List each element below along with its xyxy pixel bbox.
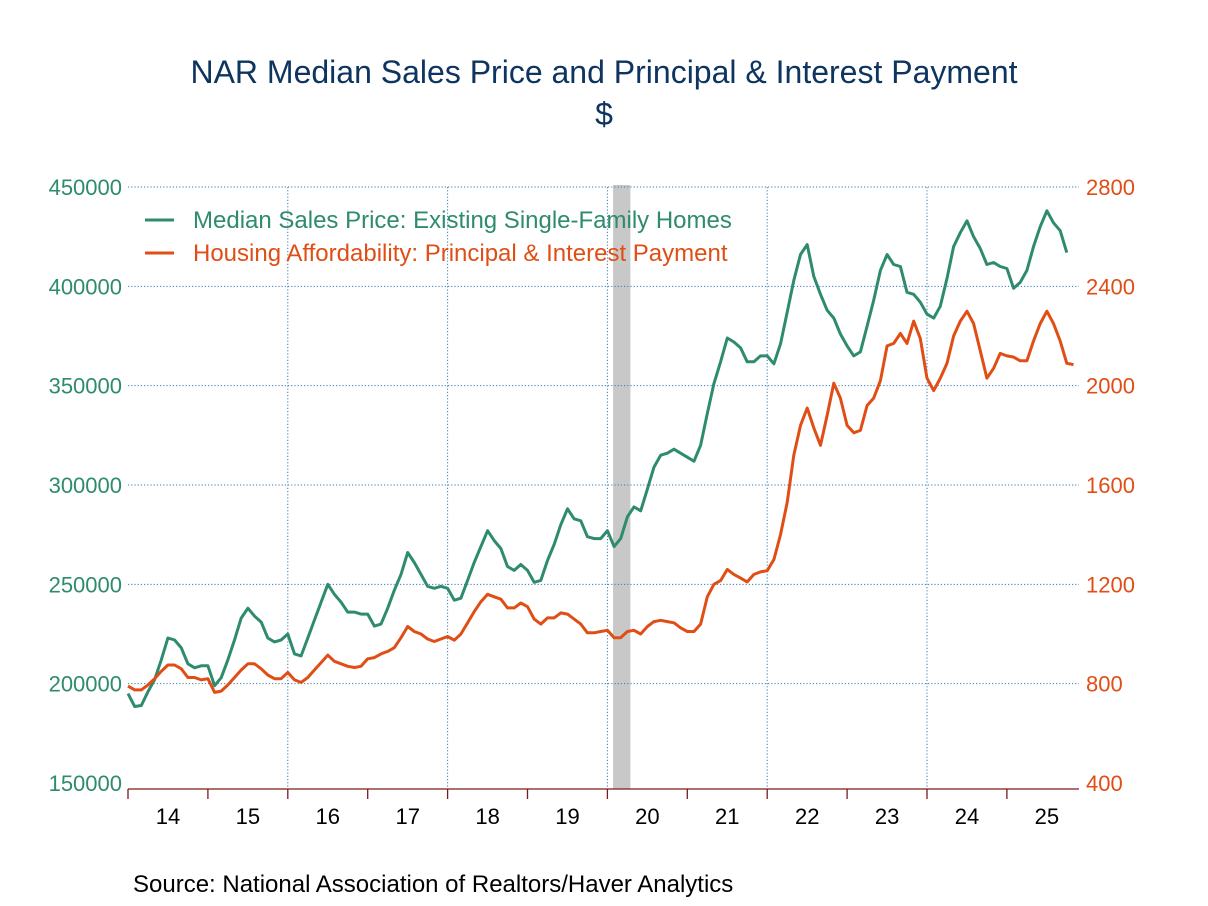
series-line-median-sales-price (126, 209, 1069, 708)
legend-label: Median Sales Price: Existing Single-Fami… (193, 207, 732, 234)
left-axis-tick-label: 150000 (49, 771, 122, 796)
series-line-principal-interest-payment (127, 309, 1074, 694)
x-tick-label: 16 (316, 804, 340, 829)
x-tick-label: 24 (955, 804, 979, 829)
right-axis-tick-label: 2800 (1086, 175, 1135, 200)
source-note: Source: National Association of Realtors… (133, 871, 734, 898)
x-tick-label: 15 (236, 804, 260, 829)
x-tick-label: 19 (555, 804, 579, 829)
chart-subtitle: $ (595, 96, 613, 132)
x-tick-label: 14 (156, 804, 180, 829)
chart-title: NAR Median Sales Price and Principal & I… (190, 54, 1018, 90)
right-axis-tick-label: 1200 (1086, 572, 1135, 597)
x-tick-label: 22 (795, 804, 819, 829)
x-tick-label: 23 (875, 804, 899, 829)
x-tick-label: 25 (1035, 804, 1059, 829)
right-axis-tick-label: 2400 (1086, 274, 1135, 299)
legend-label: Housing Affordability: Principal & Inter… (193, 240, 728, 267)
right-axis-tick-label: 800 (1086, 672, 1123, 697)
left-axis-tick-label: 400000 (49, 274, 122, 299)
x-tick-label: 18 (475, 804, 499, 829)
left-axis-tick-label: 250000 (49, 572, 122, 597)
left-axis-tick-label: 450000 (49, 175, 122, 200)
left-axis-tick-label: 350000 (49, 374, 122, 399)
x-tick-label: 20 (635, 804, 659, 829)
recession-band (613, 185, 631, 789)
x-tick-label: 17 (395, 804, 419, 829)
right-axis-tick-label: 2000 (1086, 374, 1135, 399)
right-axis-tick-label: 1600 (1086, 473, 1135, 498)
left-axis-tick-label: 200000 (49, 672, 122, 697)
right-axis-tick-label: 400 (1086, 771, 1123, 796)
left-axis-tick-label: 300000 (49, 473, 122, 498)
x-tick-label: 21 (715, 804, 739, 829)
